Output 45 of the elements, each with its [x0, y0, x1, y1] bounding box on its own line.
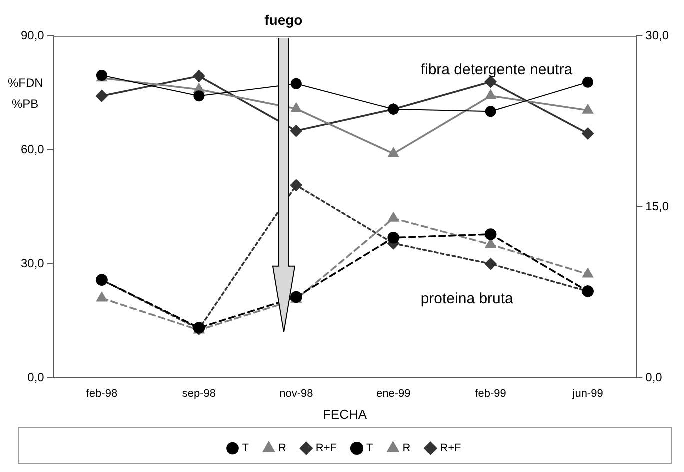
point: [290, 125, 302, 137]
point: [388, 232, 400, 244]
point: [194, 90, 205, 102]
point: [484, 258, 497, 270]
x-tick-label: feb-98: [86, 388, 118, 400]
point: [486, 238, 496, 248]
legend-label: T: [366, 442, 374, 455]
y2-tick-label: 0,0: [646, 370, 663, 385]
point: [582, 104, 594, 114]
text: %PB: [12, 96, 39, 111]
point: [96, 292, 108, 302]
legend-label: R: [402, 442, 411, 455]
point: [388, 148, 399, 158]
y-axis-title: %FDN: [8, 76, 44, 90]
point: [582, 128, 594, 140]
y2-tick-label: 30,0: [646, 28, 670, 42]
point: [193, 70, 206, 82]
y-tick-label: 30,0: [20, 256, 45, 270]
y2-tick-label: 15,0: [646, 199, 670, 214]
point: [484, 228, 497, 240]
text: fuego: [264, 12, 303, 28]
x-tick-label: sep-98: [182, 388, 216, 400]
point: [486, 90, 496, 100]
legend-label: R+F: [316, 442, 338, 455]
y-tick-label: 60,0: [20, 142, 45, 156]
point: [290, 180, 302, 192]
x-tick-label: ene-99: [376, 388, 411, 400]
x-axis-title: FECHA: [322, 406, 368, 422]
point: [290, 78, 302, 90]
legend-label: T: [242, 442, 250, 455]
point: [485, 106, 496, 118]
y-tick-label: 90,0: [20, 28, 45, 42]
x-tick-label: jun-99: [572, 388, 604, 400]
point: [582, 268, 594, 278]
legend-label: R+F: [440, 442, 462, 455]
point: [291, 103, 302, 112]
point: [388, 212, 399, 222]
y-tick-label: 0,0: [28, 370, 45, 385]
x-tick-label: feb-99: [475, 388, 506, 400]
point: [582, 76, 594, 88]
annotation: proteina bruta: [420, 290, 514, 308]
point: [96, 90, 108, 102]
x-tick-label: nov-98: [280, 388, 314, 400]
annotation: fibra detergente neutra: [420, 61, 574, 78]
legend-label: R: [278, 442, 286, 455]
